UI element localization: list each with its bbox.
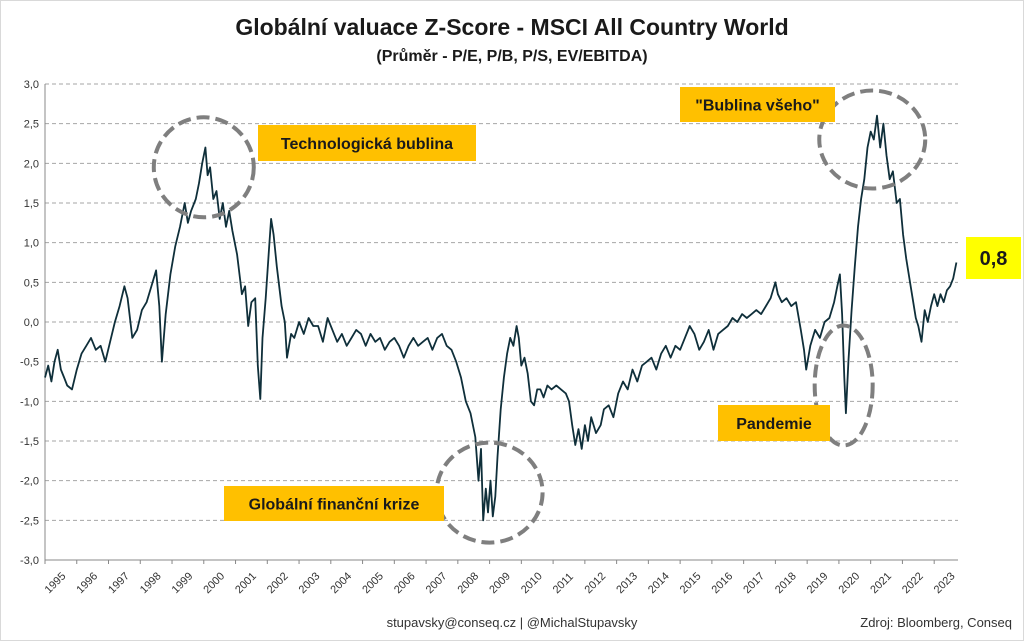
x-tick-label: 2020	[837, 570, 863, 596]
callout-label: Globální finanční krize	[249, 497, 420, 514]
chart-subtitle: (Průměr - P/E, P/B, P/S, EV/EBITDA)	[376, 48, 648, 65]
y-tick-label: 0,0	[24, 317, 39, 329]
x-tick-label: 2012	[582, 570, 608, 596]
x-tick-label: 1997	[106, 570, 132, 596]
callout-box	[258, 125, 476, 161]
footer-contact: stupavsky@conseq.cz | @MichalStupavsky	[386, 615, 638, 630]
x-tick-label: 2018	[773, 570, 799, 596]
x-tick-label: 1996	[74, 570, 100, 596]
x-tick-label: 2014	[646, 570, 672, 596]
y-tick-label: -0,5	[20, 357, 39, 369]
x-tick-label: 2016	[710, 570, 736, 596]
y-tick-label: -1,5	[20, 436, 39, 448]
footer-source: Zdroj: Bloomberg, Conseq	[860, 615, 1012, 630]
annotation-ellipse	[151, 115, 256, 220]
x-tick-label: 2013	[614, 570, 640, 596]
x-tick-label: 2005	[360, 570, 386, 596]
y-tick-label: -2,0	[20, 476, 39, 488]
y-tick-label: 2,5	[24, 119, 39, 131]
callout-label: "Bublina všeho"	[695, 98, 820, 115]
x-tick-label: 2015	[678, 570, 704, 596]
x-tick-label: 2017	[741, 570, 767, 596]
x-tick-label: 2002	[265, 570, 291, 596]
annotation-ellipse	[817, 88, 928, 191]
y-tick-label: 1,5	[24, 198, 39, 210]
y-tick-label: -2,5	[20, 515, 39, 527]
y-tick-label: 2,0	[24, 158, 39, 170]
x-tick-label: 2008	[455, 570, 481, 596]
y-tick-label: -3,0	[20, 555, 39, 567]
y-tick-label: 0,5	[24, 277, 39, 289]
callout-box	[718, 405, 830, 441]
callout-box	[680, 87, 835, 122]
x-tick-label: 2021	[868, 570, 894, 596]
x-tick-label: 2000	[201, 570, 227, 596]
x-tick-label: 2001	[233, 570, 259, 596]
x-tick-label: 2004	[328, 570, 354, 596]
x-tick-label: 1999	[170, 570, 196, 596]
x-tick-label: 2019	[805, 570, 831, 596]
callout-label: Pandemie	[736, 416, 812, 433]
x-tick-label: 2006	[392, 570, 418, 596]
end-value-label: 0,8	[980, 248, 1008, 270]
annotation-ellipse	[812, 323, 875, 448]
x-tick-label: 1995	[43, 570, 69, 596]
x-tick-label: 2023	[932, 570, 958, 596]
end-value-box	[966, 237, 1021, 279]
x-tick-label: 2003	[297, 570, 323, 596]
y-tick-label: 3,0	[24, 79, 39, 91]
x-tick-label: 2007	[424, 570, 450, 596]
x-tick-label: 2010	[519, 570, 545, 596]
callout-label: Technologická bublina	[281, 136, 453, 153]
series-line	[44, 114, 958, 522]
y-tick-label: -1,0	[20, 396, 39, 408]
callout-box	[224, 486, 444, 521]
x-tick-label: 2011	[551, 571, 576, 596]
x-tick-label: 2022	[900, 570, 926, 596]
chart-title: Globální valuace Z-Score - MSCI All Coun…	[235, 14, 789, 40]
x-tick-label: 2009	[487, 570, 513, 596]
x-tick-label: 1998	[138, 570, 164, 596]
y-tick-label: 1,0	[24, 238, 39, 250]
